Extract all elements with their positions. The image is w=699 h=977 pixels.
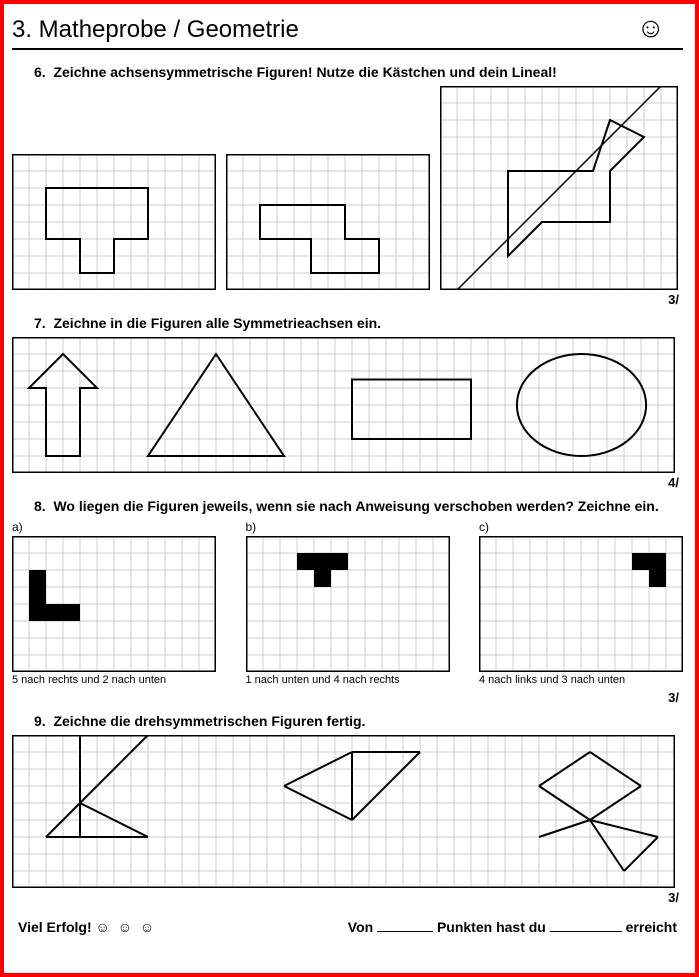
task-6-num: 6. bbox=[34, 64, 46, 80]
task-8-points: 3/ bbox=[12, 690, 679, 705]
page-title: 3. Matheprobe / Geometrie bbox=[12, 16, 636, 44]
task-6-points: 3/ bbox=[12, 292, 679, 307]
task-9-num: 9. bbox=[34, 713, 46, 729]
task-8-num: 8. bbox=[34, 498, 46, 514]
task-8-b-label: b) bbox=[246, 520, 450, 534]
task-8-row: a) 5 nach rechts und 2 nach unten b) 1 n… bbox=[12, 520, 683, 688]
task-6-figures bbox=[12, 86, 683, 290]
task-8-c-caption: 4 nach links und 3 nach unten bbox=[479, 674, 683, 688]
task-9-text: 9. Zeichne die drehsymmetrischen Figuren… bbox=[34, 713, 683, 729]
task-8-a-caption: 5 nach rechts und 2 nach unten bbox=[12, 674, 216, 688]
task-7-text: 7. Zeichne in die Figuren alle Symmetrie… bbox=[34, 315, 683, 331]
footer-score: Von Punkten hast du erreicht bbox=[348, 919, 677, 935]
task-8-a: a) 5 nach rechts und 2 nach unten bbox=[12, 520, 216, 688]
task-7-figure bbox=[12, 337, 683, 473]
task-8-c: c) 4 nach links und 3 nach unten bbox=[479, 520, 683, 688]
task-8-b-grid bbox=[246, 536, 450, 672]
task-9-points: 3/ bbox=[12, 890, 679, 905]
task-9-figure bbox=[12, 735, 683, 888]
footer-left: Viel Erfolg! ☺ ☺ ☺ bbox=[18, 919, 156, 935]
task-8-c-grid bbox=[479, 536, 683, 672]
task-8-a-grid bbox=[12, 536, 216, 672]
footer-smileys-icon: ☺ ☺ ☺ bbox=[96, 919, 157, 935]
blank-total bbox=[377, 920, 433, 932]
footer: Viel Erfolg! ☺ ☺ ☺ Von Punkten hast du e… bbox=[12, 919, 683, 935]
task-7-num: 7. bbox=[34, 315, 46, 331]
task-7-points: 4/ bbox=[12, 475, 679, 490]
task-8-b-caption: 1 nach unten und 4 nach rechts bbox=[246, 674, 450, 688]
blank-got bbox=[550, 920, 622, 932]
task-8-text: 8. Wo liegen die Figuren jeweils, wenn s… bbox=[34, 498, 683, 514]
task-8-c-label: c) bbox=[479, 520, 683, 534]
smiley-icon: ☺ bbox=[636, 12, 665, 44]
task-8-a-label: a) bbox=[12, 520, 216, 534]
title-row: 3. Matheprobe / Geometrie ☺ bbox=[12, 12, 683, 50]
worksheet-page: 3. Matheprobe / Geometrie ☺ 6. Zeichne a… bbox=[0, 0, 699, 977]
task-6-text: 6. Zeichne achsensymmetrische Figuren! N… bbox=[34, 64, 683, 80]
task-8-b: b) 1 nach unten und 4 nach rechts bbox=[246, 520, 450, 688]
